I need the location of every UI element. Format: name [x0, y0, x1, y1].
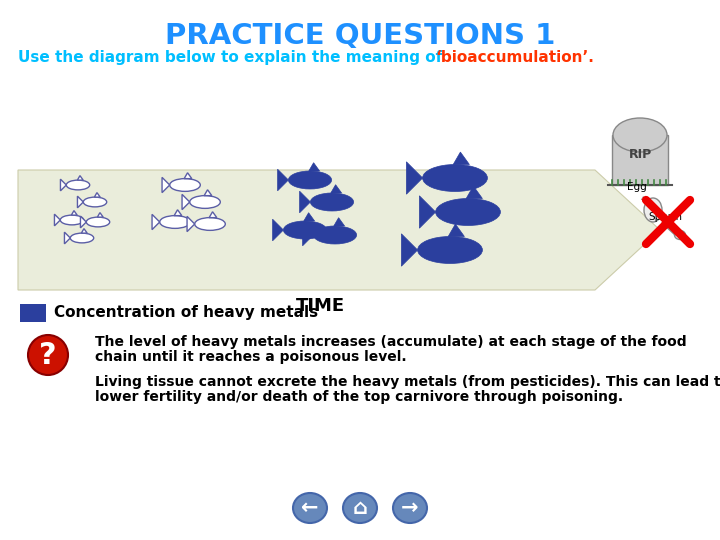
Ellipse shape — [393, 493, 427, 523]
Polygon shape — [81, 228, 87, 233]
Polygon shape — [60, 179, 66, 191]
Ellipse shape — [71, 233, 94, 243]
Polygon shape — [152, 214, 160, 230]
Polygon shape — [78, 196, 84, 208]
Ellipse shape — [436, 199, 500, 226]
Ellipse shape — [284, 221, 327, 239]
Text: RIP: RIP — [629, 148, 652, 161]
Polygon shape — [453, 152, 469, 165]
Ellipse shape — [84, 197, 107, 207]
Text: ‘bioaccumulation’.: ‘bioaccumulation’. — [435, 50, 594, 65]
Text: PRACTICE QUESTIONS 1: PRACTICE QUESTIONS 1 — [165, 22, 555, 50]
Polygon shape — [273, 219, 284, 241]
Polygon shape — [209, 212, 217, 218]
Ellipse shape — [418, 237, 482, 264]
Polygon shape — [162, 177, 170, 193]
Ellipse shape — [343, 493, 377, 523]
Polygon shape — [302, 224, 313, 246]
Ellipse shape — [60, 215, 84, 225]
Ellipse shape — [293, 493, 327, 523]
Polygon shape — [182, 194, 189, 210]
Polygon shape — [309, 163, 320, 171]
Text: lower fertility and/or death of the top carnivore through poisoning.: lower fertility and/or death of the top … — [95, 390, 623, 404]
Text: ←: ← — [301, 498, 319, 518]
Polygon shape — [419, 196, 436, 228]
Text: chain until it reaches a poisonous level.: chain until it reaches a poisonous level… — [95, 350, 407, 364]
Polygon shape — [77, 176, 84, 180]
Polygon shape — [334, 218, 345, 226]
Ellipse shape — [170, 179, 200, 191]
Ellipse shape — [313, 226, 356, 244]
Ellipse shape — [289, 171, 332, 189]
Text: →: → — [401, 498, 419, 518]
Polygon shape — [65, 232, 71, 244]
Text: TIME: TIME — [295, 297, 345, 315]
Polygon shape — [300, 191, 310, 213]
Ellipse shape — [423, 165, 487, 192]
Ellipse shape — [189, 195, 220, 208]
Ellipse shape — [310, 193, 354, 211]
Polygon shape — [304, 213, 315, 221]
Polygon shape — [18, 170, 660, 290]
Ellipse shape — [86, 217, 109, 227]
Text: Egg: Egg — [627, 182, 647, 201]
Ellipse shape — [66, 180, 90, 190]
Text: ?: ? — [39, 341, 57, 369]
FancyBboxPatch shape — [612, 135, 668, 185]
Ellipse shape — [613, 118, 667, 152]
Polygon shape — [174, 210, 181, 215]
Polygon shape — [71, 211, 77, 215]
Polygon shape — [94, 193, 100, 197]
Polygon shape — [330, 185, 341, 193]
Polygon shape — [204, 190, 212, 195]
Polygon shape — [97, 213, 103, 217]
Ellipse shape — [675, 231, 685, 240]
Ellipse shape — [644, 198, 662, 222]
Ellipse shape — [160, 215, 190, 228]
Text: Concentration of heavy metals: Concentration of heavy metals — [54, 305, 318, 320]
FancyBboxPatch shape — [20, 304, 46, 322]
Polygon shape — [184, 173, 192, 179]
Polygon shape — [278, 169, 289, 191]
Polygon shape — [81, 216, 86, 228]
Ellipse shape — [194, 218, 225, 231]
Polygon shape — [55, 214, 60, 226]
Text: The level of heavy metals increases (accumulate) at each stage of the food: The level of heavy metals increases (acc… — [95, 335, 687, 349]
Polygon shape — [448, 224, 464, 237]
Text: Living tissue cannot excrete the heavy metals (from pesticides). This can lead t: Living tissue cannot excrete the heavy m… — [95, 375, 720, 389]
Text: Sperm: Sperm — [648, 212, 682, 227]
Text: ⌂: ⌂ — [353, 498, 367, 518]
Polygon shape — [406, 162, 423, 194]
Polygon shape — [467, 186, 482, 199]
Ellipse shape — [28, 335, 68, 375]
Polygon shape — [187, 217, 194, 232]
Text: Use the diagram below to explain the meaning of: Use the diagram below to explain the mea… — [18, 50, 448, 65]
Polygon shape — [402, 234, 418, 266]
